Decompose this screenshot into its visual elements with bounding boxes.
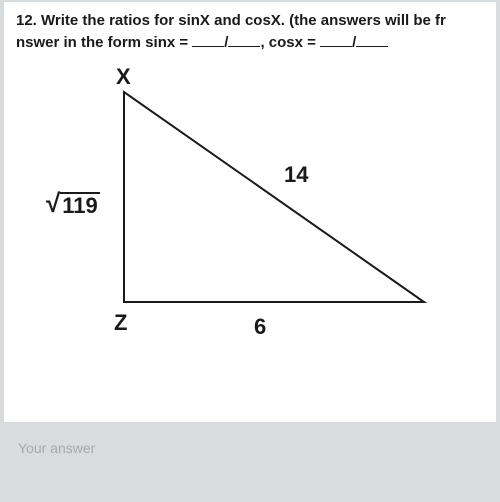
- hypotenuse-label: 14: [284, 162, 308, 188]
- vertex-x-label: X: [116, 64, 131, 90]
- sqrt-symbol: √: [46, 192, 60, 214]
- question-panel: 12. Write the ratios for sinX and cosX. …: [4, 2, 496, 422]
- blank-2: [228, 33, 260, 47]
- triangle-shape: [124, 92, 424, 302]
- question-line-1: 12. Write the ratios for sinX and cosX. …: [16, 10, 484, 31]
- sqrt-number: 119: [60, 192, 100, 218]
- q-mid: , cosx =: [260, 34, 320, 51]
- blank-4: [356, 33, 388, 47]
- sqrt-side-label: √119: [46, 192, 100, 218]
- blank-1: [192, 33, 224, 47]
- base-label: 6: [254, 314, 266, 340]
- vertex-z-label: Z: [114, 310, 127, 336]
- question-line-2: nswer in the form sinx = /, cosx = /: [16, 33, 484, 51]
- triangle-svg: [54, 82, 454, 342]
- q-prefix: nswer in the form sinx =: [16, 34, 192, 51]
- answer-input-area[interactable]: Your answer: [4, 430, 496, 466]
- answer-placeholder: Your answer: [18, 440, 95, 456]
- triangle-diagram: X Z 14 6 √119: [54, 82, 454, 362]
- blank-3: [320, 33, 352, 47]
